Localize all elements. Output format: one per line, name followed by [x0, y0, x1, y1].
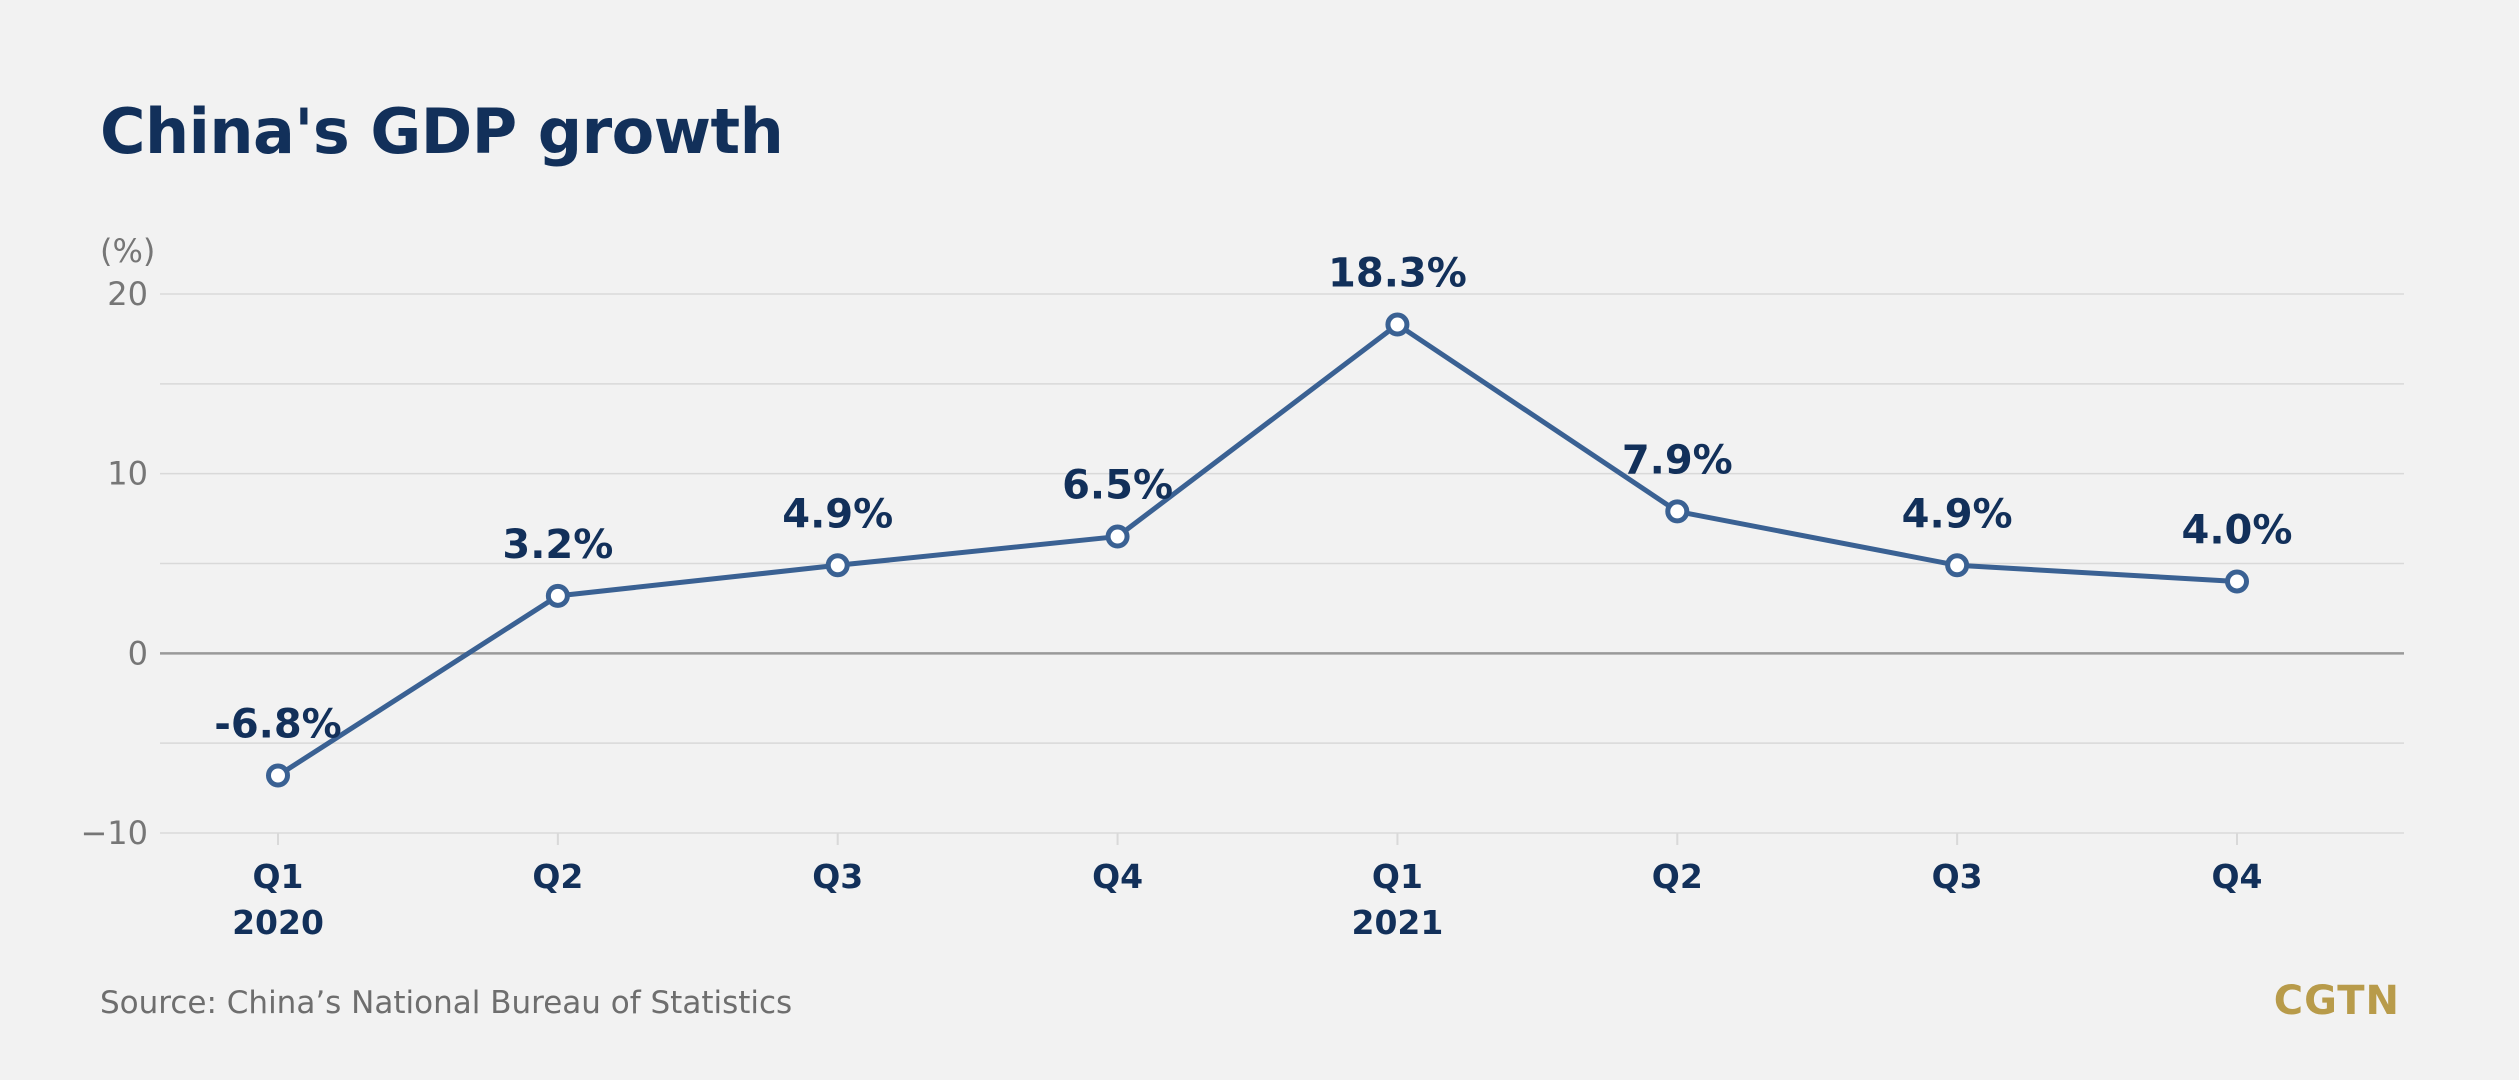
data-points [266, 312, 2249, 788]
chart-title: China's GDP growth [100, 95, 784, 168]
data-labels: -6.8% 3.2% 4.9% 6.5% 18.3% 7.9% 4.9% 4.0% [214, 251, 2292, 748]
data-label: 7.9% [1622, 437, 1733, 483]
series-line [275, 322, 2240, 779]
y-tick-label: 10 [107, 455, 148, 493]
data-point [1385, 312, 1410, 337]
data-point [825, 553, 850, 578]
y-tick-label: 0 [128, 634, 148, 672]
data-point [545, 583, 570, 608]
data-point [266, 763, 290, 788]
data-label: -6.8% [214, 702, 342, 748]
data-label: 6.5% [1062, 463, 1173, 509]
x-tick-label: Q2 [1652, 857, 1703, 896]
data-point [2225, 569, 2249, 594]
y-axis-unit: (%) [100, 232, 155, 270]
x-tick-label: Q2 [532, 857, 583, 896]
data-label: 18.3% [1328, 251, 1467, 297]
x-year-label: 2020 [232, 903, 324, 942]
x-tick-label: Q1 [1372, 857, 1423, 896]
data-point [1105, 524, 1130, 549]
x-tick-label: Q3 [1932, 857, 1983, 896]
axis-labels: −10 0 10 20 (%) Q1 2020 Q2 Q3 Q4 Q1 2021 Q2 Q3 Q4 [80, 232, 2262, 942]
data-label: 4.0% [2182, 507, 2293, 553]
y-tick-label: 20 [107, 275, 148, 313]
data-label: 3.2% [502, 522, 613, 568]
data-point [1945, 553, 1970, 578]
x-year-label: 2021 [1351, 903, 1443, 942]
x-tick-label: Q3 [812, 857, 863, 896]
source-note: Source: China’s National Bureau of Stati… [100, 985, 793, 1021]
x-tick-label: Q4 [2211, 857, 2262, 896]
data-point [1665, 499, 1690, 524]
data-label: 4.9% [1902, 491, 2013, 537]
x-tick-label: Q4 [1092, 857, 1143, 896]
cgtn-logo: CGTN [2273, 978, 2400, 1024]
series-line-layer [275, 322, 2240, 779]
y-tick-label: −10 [80, 814, 148, 852]
x-tick-label: Q1 [252, 857, 303, 896]
grid-lines [160, 293, 2404, 834]
data-label: 4.9% [782, 491, 893, 537]
